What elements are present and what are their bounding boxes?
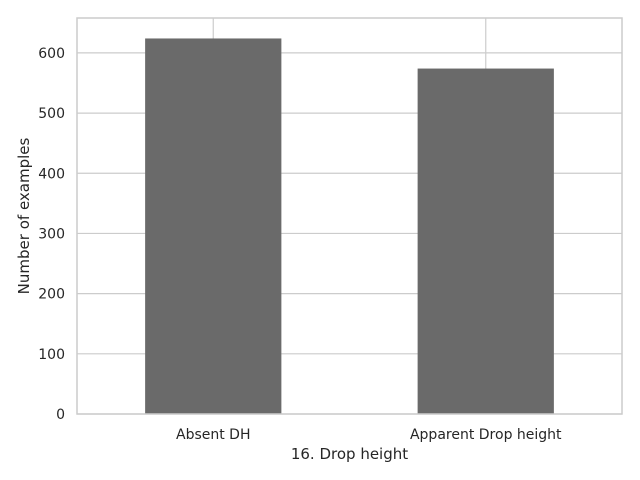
- x-tick-label: Absent DH: [176, 427, 251, 443]
- plot-frame: [76, 17, 623, 415]
- x-tick-label: Apparent Drop height: [410, 427, 562, 443]
- bar-absent-dh: [145, 38, 282, 414]
- bar-layer: [145, 38, 554, 414]
- y-tick-label: 600: [38, 46, 65, 62]
- y-tick-label: 0: [56, 407, 65, 423]
- y-tick-label: 300: [38, 226, 65, 242]
- y-tick-label: 500: [38, 106, 65, 122]
- x-tick-labels: Absent DH Apparent Drop height: [176, 427, 562, 443]
- y-axis-label: Number of examples: [15, 138, 33, 295]
- y-tick-label: 100: [38, 347, 65, 363]
- bar-apparent-drop-height: [417, 68, 554, 414]
- y-tick-label: 400: [38, 166, 65, 182]
- y-tick-labels: 0 100 200 300 400 500 600: [38, 46, 65, 423]
- x-axis-label: 16. Drop height: [291, 445, 408, 463]
- y-tick-label: 200: [38, 287, 65, 303]
